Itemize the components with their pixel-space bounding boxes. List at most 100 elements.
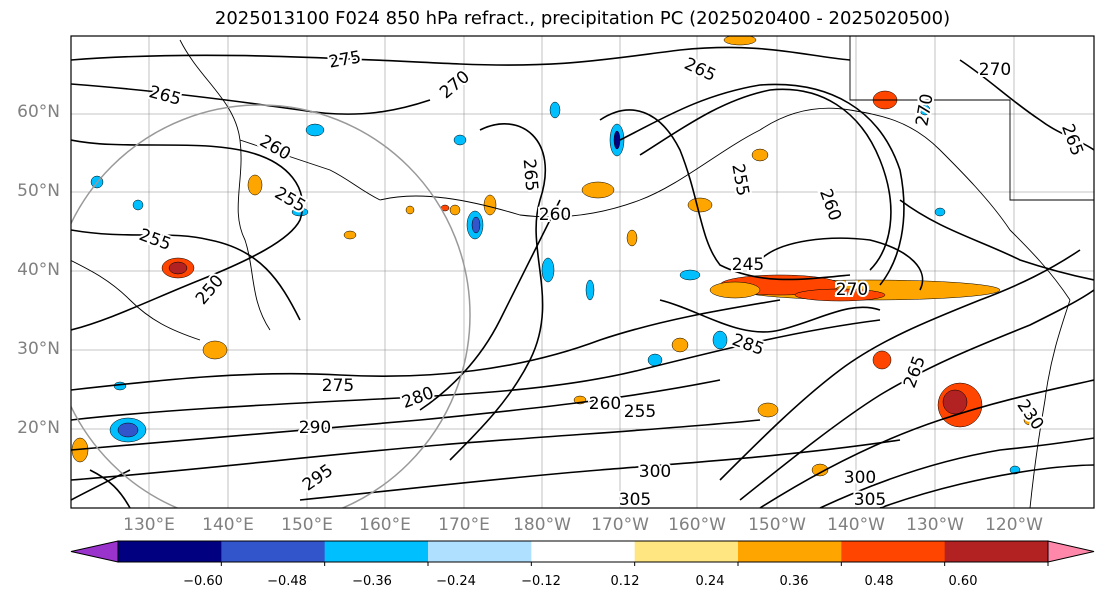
precip-patch: [405, 205, 415, 215]
colorbar-tick-label: 0.60: [948, 574, 978, 589]
lon-label: 160°W: [668, 515, 726, 535]
contour-label: 305: [619, 490, 651, 510]
precip-patch: [679, 269, 701, 281]
contour-line: [71, 469, 131, 501]
precip-patch: [483, 194, 497, 216]
contour-line: [299, 439, 901, 501]
colorbar: [70, 540, 1095, 566]
precipitation-anomaly-fills: [71, 36, 1037, 477]
contour-line: [71, 46, 851, 66]
precip-patch: [613, 130, 621, 150]
contour-line: [959, 59, 1094, 151]
coastline: [71, 259, 201, 341]
colorbar-extend-high: [1047, 540, 1095, 563]
contour-line: [759, 379, 1094, 508]
precip-patch: [626, 229, 638, 247]
contour-label: 260: [589, 394, 621, 414]
contour-label: 270: [836, 280, 868, 300]
colorbar-tick-label: −0.12: [521, 574, 561, 589]
contour-line: [71, 319, 881, 421]
precip-patch: [1023, 414, 1037, 426]
precip-patch: [202, 340, 228, 360]
lon-label: 180°W: [513, 515, 571, 535]
lon-label: 120°W: [985, 515, 1043, 535]
colorbar-segment: [118, 541, 222, 562]
contour-label: 300: [639, 462, 671, 482]
precip-patch: [671, 337, 689, 353]
precip-patch: [541, 257, 555, 283]
contour-label: 265: [519, 158, 542, 192]
contour-line: [879, 464, 1094, 508]
contour-label: 245: [732, 255, 764, 275]
contour-label: 255: [624, 402, 656, 422]
lat-label: 40°N: [17, 260, 60, 280]
coastline: [179, 39, 271, 331]
lon-label: 150°E: [281, 515, 333, 535]
contour-line: [639, 88, 892, 271]
colorbar-segment: [221, 541, 326, 562]
coastline: [1029, 299, 1071, 508]
coastline: [379, 195, 641, 218]
colorbar-segment: [324, 541, 429, 562]
lon-label: 170°E: [438, 515, 490, 535]
precip-patch: [117, 422, 139, 438]
contour-line: [899, 199, 1094, 281]
lat-label: 20°N: [17, 418, 60, 438]
lat-label: 50°N: [17, 181, 60, 201]
lat-label: 60°N: [17, 102, 60, 122]
lon-label: 170°W: [591, 515, 649, 535]
contour-line: [739, 289, 1094, 501]
contour-label: 270: [979, 60, 1011, 80]
contour-line: [449, 123, 546, 461]
lon-label: 130°W: [906, 515, 964, 535]
colorbar-segment: [428, 541, 532, 562]
precip-patch: [343, 230, 357, 240]
contour-line: [71, 299, 781, 391]
precip-patch: [934, 207, 946, 217]
colorbar-tick-label: −0.48: [267, 574, 307, 589]
colorbar-segment: [944, 541, 1049, 562]
colorbar-tick-label: −0.24: [436, 574, 476, 589]
contour-label: 290: [299, 418, 331, 438]
lon-label: 150°W: [748, 515, 806, 535]
colorbar-tick-label: 0.24: [695, 574, 725, 589]
precip-patch: [549, 101, 561, 119]
precip-patch: [811, 463, 829, 477]
contour-line: [89, 469, 131, 508]
precip-patch: [453, 134, 467, 146]
precip-patch: [687, 197, 713, 213]
colorbar-segment: [841, 541, 946, 562]
precip-patch: [291, 207, 309, 217]
contour-label: 260: [539, 205, 571, 225]
colorbar-outline: [117, 540, 1049, 563]
precip-patch: [723, 36, 757, 46]
precip-patch: [709, 281, 761, 299]
colorbar-tick-label: 0.12: [610, 574, 640, 589]
coastlines: [71, 36, 1094, 508]
precip-patch: [581, 181, 615, 199]
lon-label: 140°E: [202, 515, 254, 535]
precip-patch: [794, 288, 886, 302]
refractivity-contours: [71, 46, 1094, 508]
colorbar-segment: [738, 541, 842, 562]
contour-line: [759, 237, 924, 291]
coastline: [239, 139, 381, 201]
precip-patch: [757, 402, 779, 418]
coastline: [849, 36, 1094, 201]
contour-line: [71, 419, 761, 481]
contour-line: [599, 109, 851, 281]
contour-line: [619, 83, 905, 286]
precip-patch: [113, 381, 127, 391]
colorbar-tick-label: 0.48: [864, 574, 894, 589]
precip-patch: [647, 353, 663, 367]
lat-label: 30°N: [17, 339, 60, 359]
precip-patch: [942, 389, 968, 415]
coastline: [639, 107, 1071, 301]
contour-line: [71, 379, 721, 451]
colorbar-tick-label: 0.36: [779, 574, 809, 589]
colorbar-tick-label: −0.60: [183, 574, 223, 589]
precip-patch: [585, 279, 595, 301]
contour-label: 305: [854, 490, 886, 510]
map-title: 2025013100 F024 850 hPa refract., precip…: [214, 8, 951, 29]
